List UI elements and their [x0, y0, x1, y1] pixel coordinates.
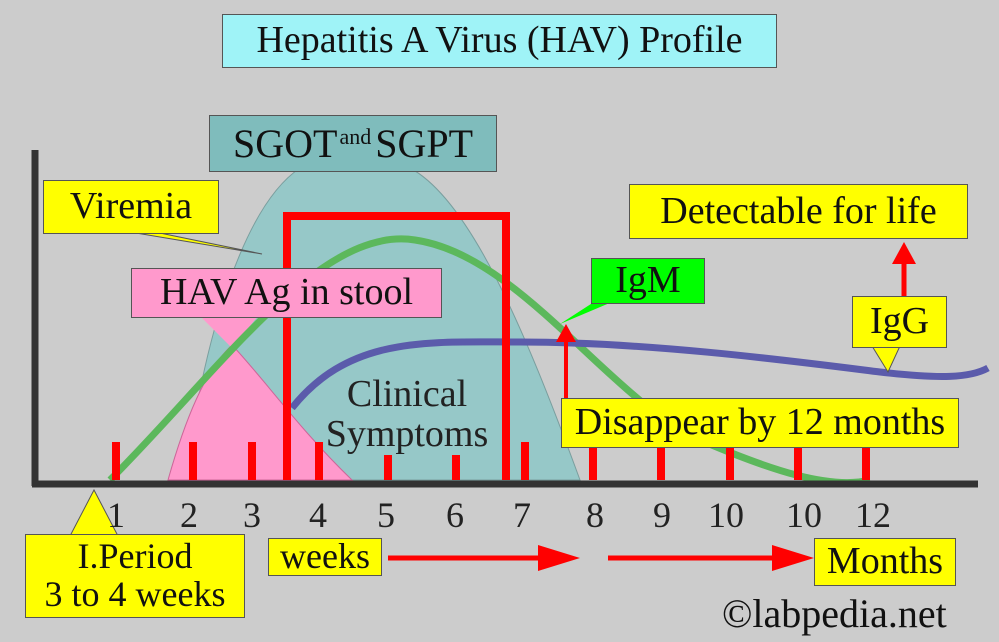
months-label: Months: [814, 538, 956, 586]
clinical-symptoms-label: Clinical Symptoms: [312, 373, 502, 455]
clinical-line-2: Symptoms: [325, 412, 489, 455]
months-arrow-head: [772, 545, 814, 571]
igm-pointer: [560, 302, 612, 324]
hav-ag-label: HAV Ag in stool: [131, 268, 442, 318]
iperiod-line-2: 3 to 4 weeks: [44, 574, 226, 614]
hav-ag-pointer: [200, 316, 258, 348]
sgpt-label: SGPT: [375, 120, 474, 166]
weeks-label: weeks: [268, 537, 382, 576]
tick-label-12: 12: [855, 495, 891, 535]
tick-label-4: 4: [309, 495, 327, 535]
tick-label-8: 8: [586, 495, 604, 535]
iperiod-line-1: I.Period: [77, 536, 193, 577]
clinical-line-1: Clinical: [346, 373, 468, 415]
viremia-label: Viremia: [43, 180, 219, 234]
sgot-sgpt-label: SGOT and SGPT: [209, 115, 497, 172]
tick-label-6: 6: [446, 495, 464, 535]
tick-label-10b: 10: [786, 495, 822, 535]
sgot-label: SGOT: [232, 120, 338, 166]
clinical-symptoms-bracket: [283, 212, 510, 480]
incubation-period-label: I.Period 3 to 4 weeks: [25, 534, 245, 618]
disappear-label: Disappear by 12 months: [561, 398, 959, 448]
viremia-pointer: [129, 231, 263, 255]
diagram-title: Hepatitis A Virus (HAV) Profile: [222, 14, 777, 68]
weeks-arrow-head: [538, 545, 580, 571]
tick-label-1: 1: [107, 495, 125, 535]
tick-label-10: 10: [708, 495, 744, 535]
tick-label-2: 2: [180, 495, 198, 535]
tick-label-3: 3: [243, 495, 261, 535]
viremia-curve: [107, 235, 871, 487]
detectable-arrow-head: [892, 242, 916, 264]
credit-text: ©labpedia.net: [722, 591, 947, 636]
tick-label-9: 9: [653, 495, 671, 535]
and-label: and: [339, 123, 372, 149]
tick-marks: [112, 442, 870, 480]
igg-label: IgG: [852, 296, 947, 348]
tick-label-5: 5: [377, 495, 395, 535]
igm-arrow-head: [556, 324, 576, 342]
tick-label-7: 7: [513, 495, 531, 535]
igg-curve: [289, 338, 990, 411]
detectable-label: Detectable for life: [629, 184, 968, 239]
igm-label: IgM: [591, 258, 705, 304]
